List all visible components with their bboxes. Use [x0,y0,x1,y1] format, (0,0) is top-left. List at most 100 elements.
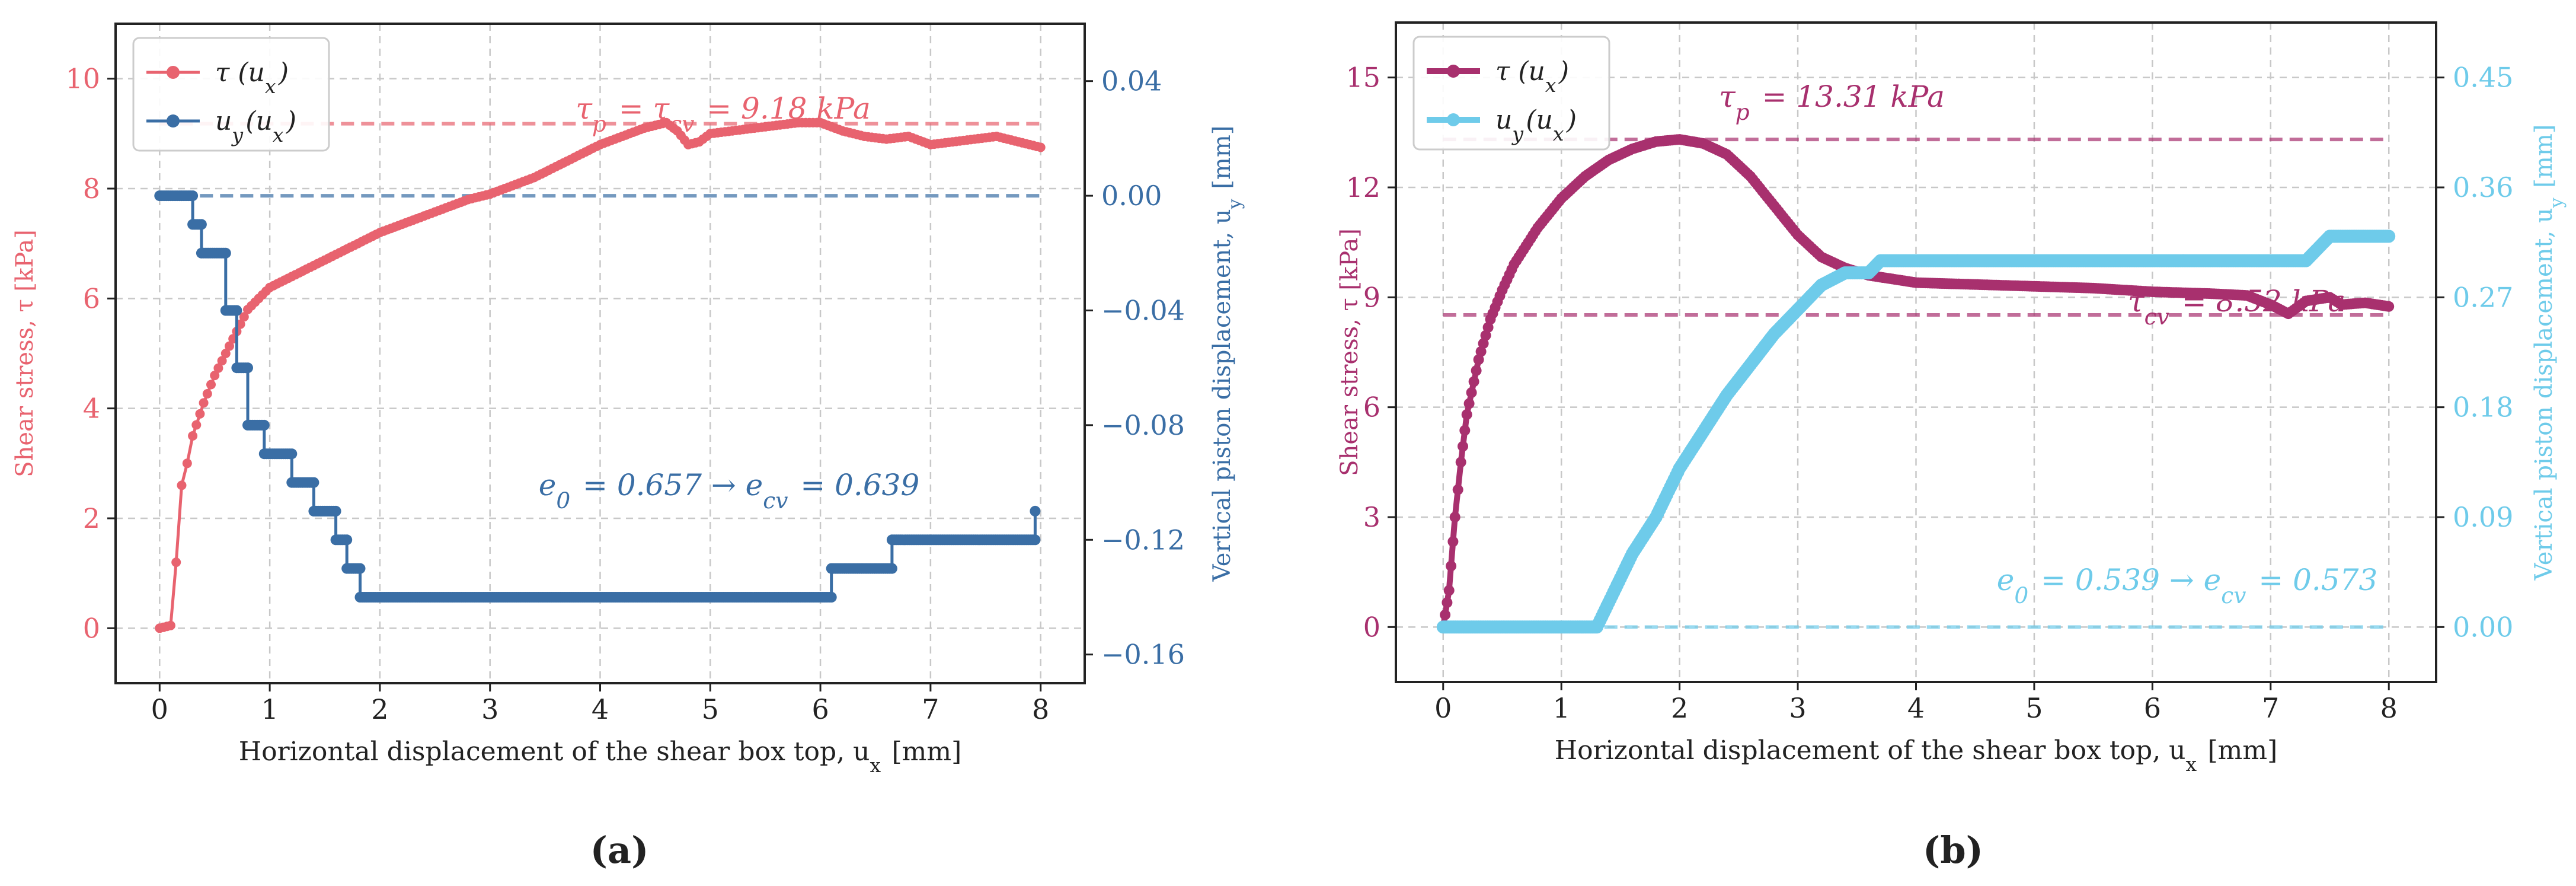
tau-point [1452,484,1463,495]
tau-point [195,409,205,419]
x-tick-label: 0 [1434,692,1452,724]
x-tick-label: 3 [1789,692,1806,724]
tau-point [225,341,234,351]
y2-tick-label: 0.09 [2453,501,2513,533]
tau-point [1443,585,1455,596]
x-tick-label: 7 [2262,692,2279,724]
y-axis-label: Shear stress, τ [kPa] [1336,228,1363,476]
x-tick-label: 3 [481,693,498,725]
y2-tick-label: 0.00 [1101,180,1162,212]
tau-point [213,363,223,373]
legend-entry: τ (ux ) [215,58,289,98]
tau-point [1471,365,1482,376]
x-tick-label: 0 [151,693,168,725]
tau-point [199,398,209,408]
x-tick-label: 4 [1907,692,1925,724]
y2-tick-label: 0.04 [1101,65,1162,97]
annotation: τp = 13.31 kPa [1719,79,1945,125]
uy-point [886,563,897,574]
x-tick-label: 6 [2144,692,2161,724]
x-tick-label: 2 [1671,692,1688,724]
y-tick-label: 15 [1345,62,1380,94]
tau-point [1455,457,1466,468]
y2-tick-label: 0.00 [2453,611,2513,643]
y2-tick-label: −0.08 [1101,409,1185,441]
tau-point [177,480,187,490]
x-axis-label: Horizontal displacement of the shear box… [239,737,962,777]
x-tick-label: 1 [1553,692,1570,724]
tau-point [2383,301,2395,312]
uy-series-markers [1436,230,2396,634]
y2-tick-label: 0.18 [2453,391,2513,423]
y-tick-label: 3 [1363,501,1380,533]
tau-point [1468,376,1479,387]
legend-entry: τ (ux ) [1495,56,1569,97]
x-tick-label: 8 [1032,693,1049,725]
uy-point [220,247,231,259]
tau-point [1442,597,1453,608]
y-axis-label: Shear stress, τ [kPa] [11,230,39,477]
tau-point [202,389,212,399]
tau-point [171,557,181,568]
uy-point [2382,230,2396,243]
legend-marker [1447,113,1460,126]
tau-point [165,620,175,630]
x-tick-label: 1 [261,693,278,725]
uy-point [330,505,341,517]
y2-tick-label: −0.16 [1101,639,1185,671]
uy-point [354,563,366,574]
y2-axis-label: Vertical piston displacement, uy [mm] [2530,125,2567,581]
y-tick-label: 0 [83,612,100,644]
tau-point [220,349,231,358]
tau-point [1459,425,1471,436]
tau-point [1446,560,1457,572]
tau-point [1480,330,1491,341]
legend-marker [1447,65,1460,78]
uy-point [196,219,207,230]
x-tick-label: 7 [922,693,939,725]
tau-point [217,356,227,366]
y-tick-label: 9 [1363,281,1380,313]
uy-point [308,477,319,488]
tau-point [1466,387,1477,398]
y2-tick-label: −0.04 [1101,294,1185,326]
x-tick-label: 5 [2025,692,2043,724]
uy-point [1030,505,1041,517]
y-tick-label: 2 [83,502,100,534]
x-tick-label: 5 [702,693,719,725]
y2-axis-label: Vertical piston displacement, uy [mm] [1209,126,1245,582]
y-tick-label: 12 [1345,171,1380,203]
uy-point [242,362,253,374]
x-tick-label: 2 [371,693,388,725]
tau-point [1482,322,1494,333]
y2-tick-label: 0.36 [2453,171,2513,203]
chart-panel-b: 0 1 2 3 4 5 6 7 8036912150.000.090.180.270.360.4… [1336,21,2567,776]
tau-point [1440,609,1451,620]
x-tick-label: 4 [592,693,609,725]
uy-point [826,592,837,603]
tau-point [1475,346,1487,357]
chart-panel-a: 0 1 2 3 4 5 6 7 8 0 2 4 6 8 10 −0.16 −0.12 −0.08 −0.04 0.00… [11,23,1245,777]
tau-point [1035,142,1046,152]
subcaption-b: (b) [1923,828,1983,872]
uy-point [187,190,199,202]
tau-point [1463,398,1475,409]
subcaption-a: (a) [590,828,649,872]
y-tick-label: 10 [65,63,100,95]
legend-marker [167,66,180,79]
y-tick-label: 6 [1363,391,1380,423]
legend-marker [167,114,180,128]
y-tick-label: 8 [83,173,100,205]
x-tick-label: 6 [811,693,829,725]
y-tick-label: 0 [1363,611,1380,643]
y-tick-label: 4 [83,393,100,425]
tau-point [1449,512,1460,522]
tau-point [191,420,202,430]
y2-tick-label: 0.45 [2453,62,2513,94]
uy-point [258,419,270,431]
tau-point [206,380,216,390]
y2-tick-label: 0.27 [2453,281,2513,313]
uy-series-markers [154,190,1041,603]
